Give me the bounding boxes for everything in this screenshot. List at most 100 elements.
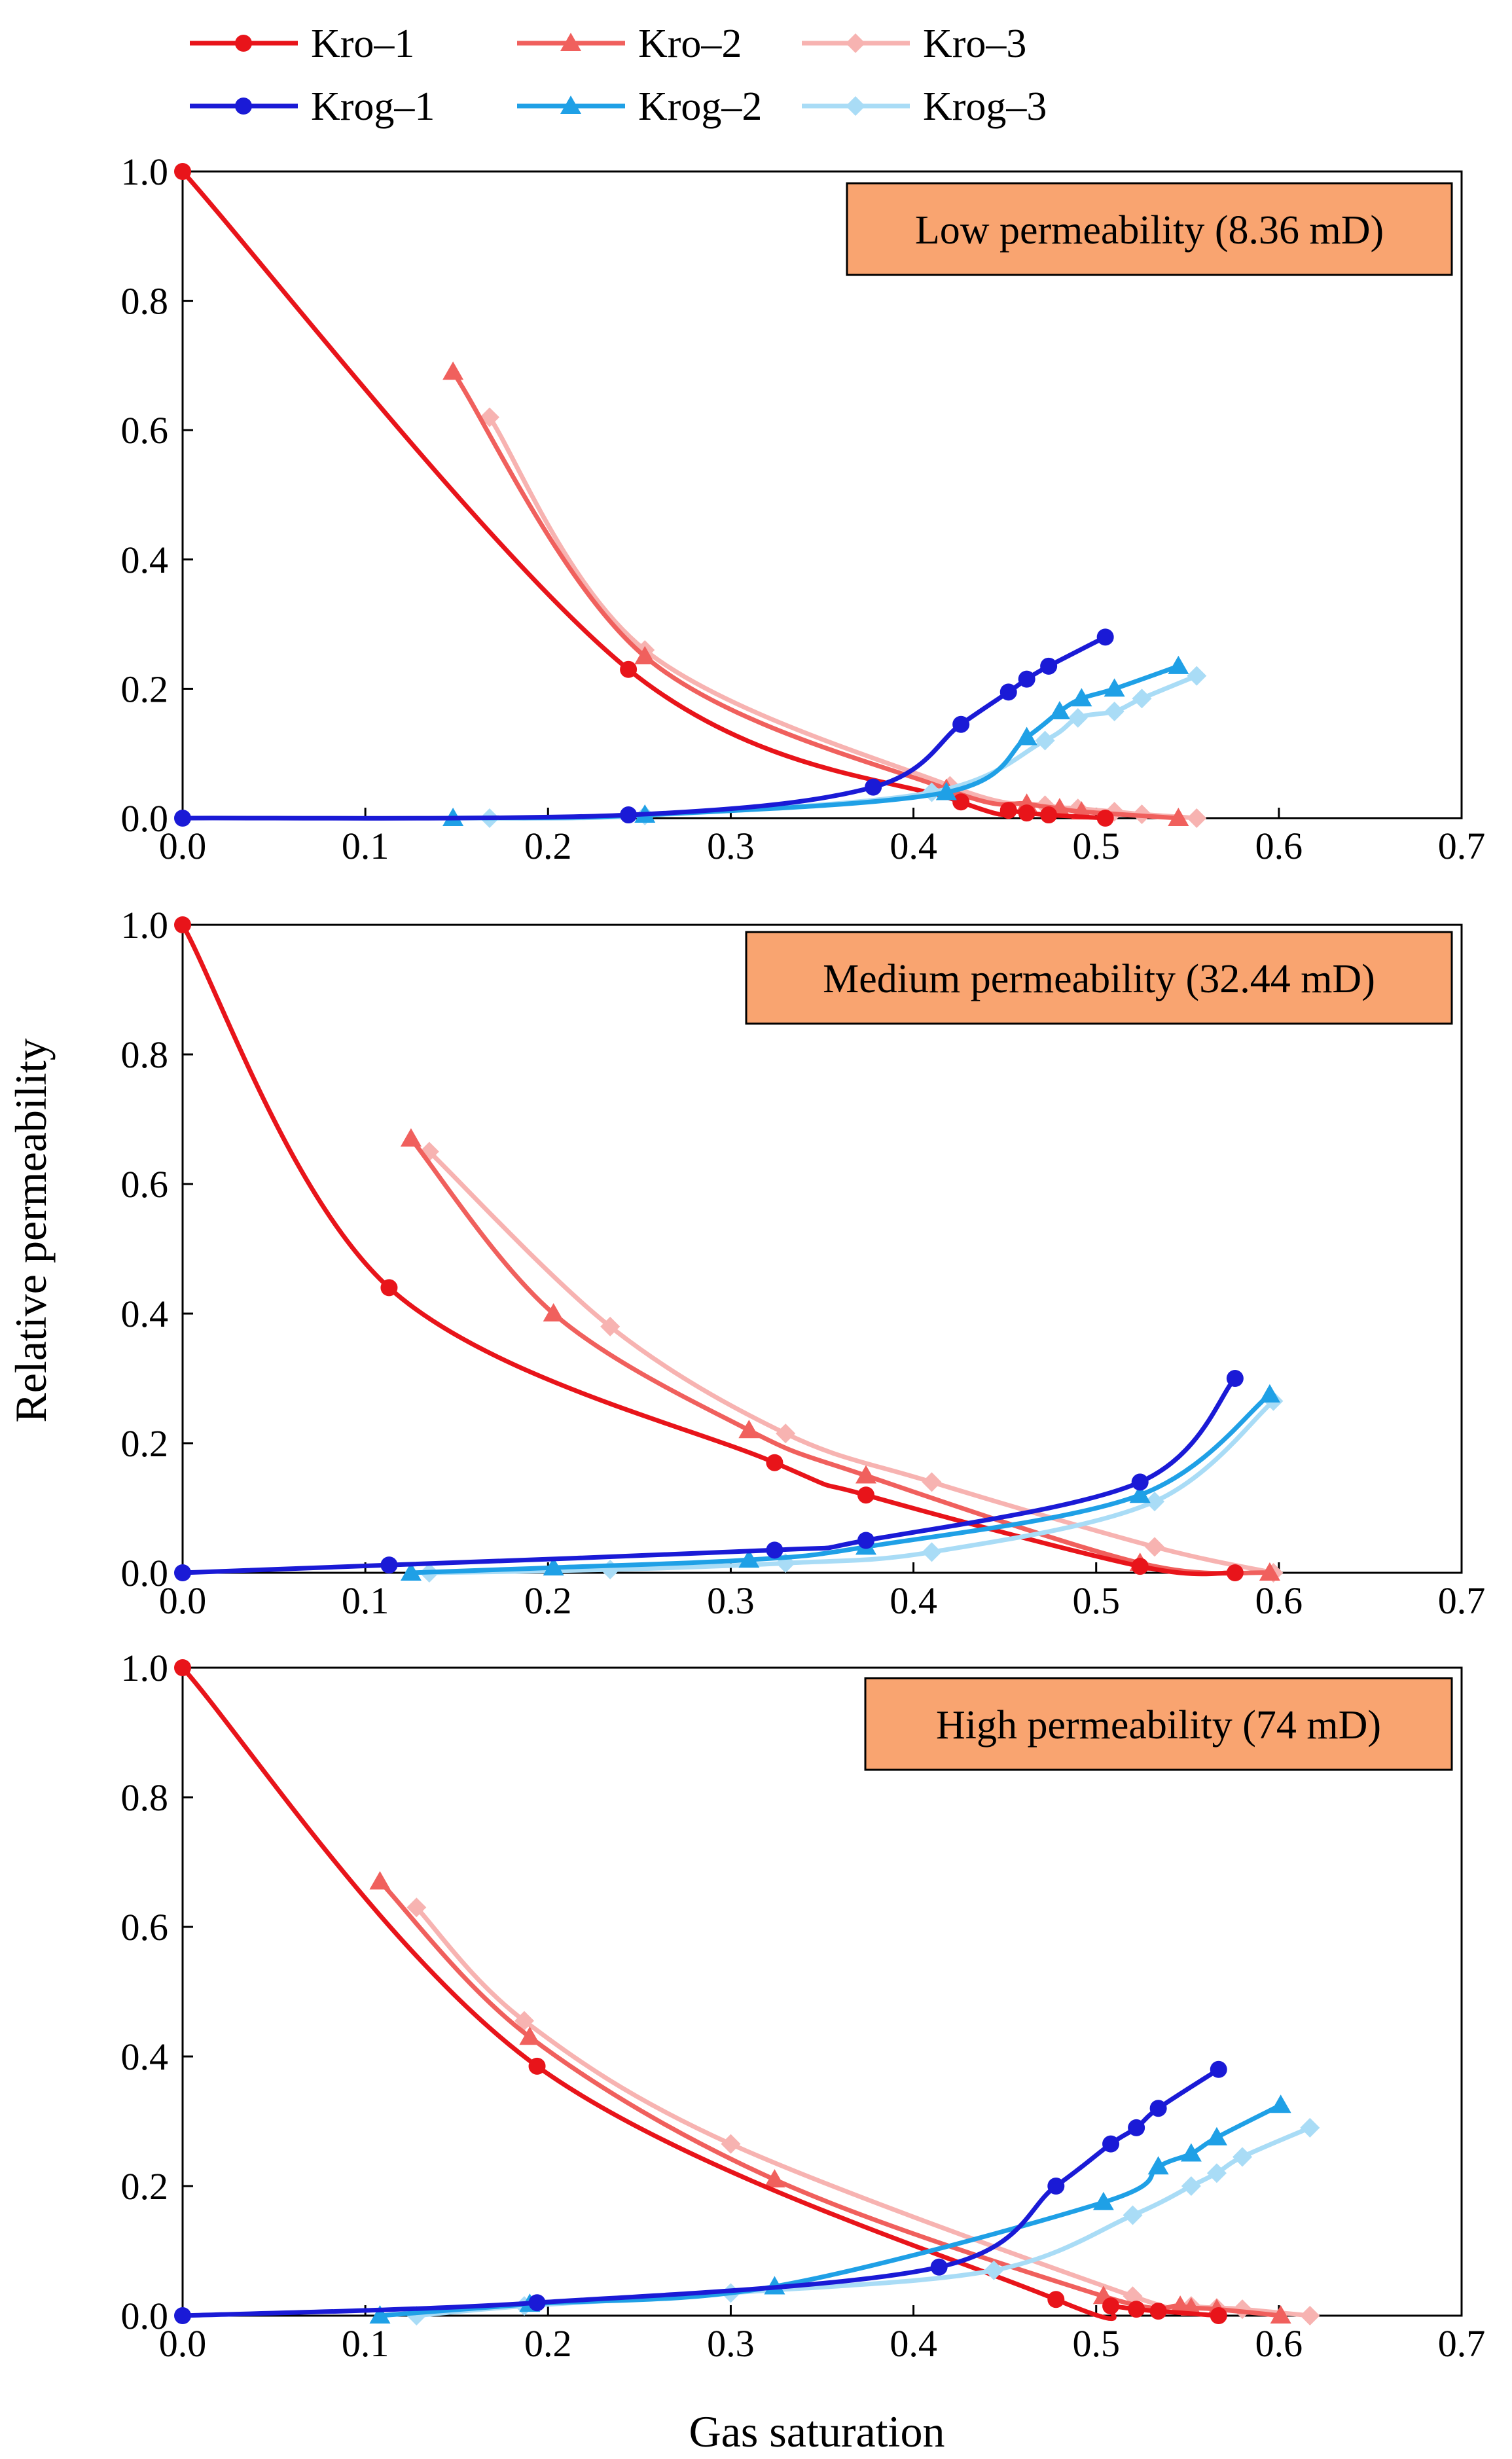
- x-tick-label: 0.1: [342, 1579, 389, 1622]
- data-point: [528, 2057, 546, 2075]
- annotation-box: [864, 1677, 1453, 1771]
- data-point: [1096, 628, 1114, 646]
- x-tick-label: 0.4: [890, 2322, 937, 2365]
- data-point: [930, 2258, 948, 2276]
- x-tick-label: 0.6: [1255, 1579, 1303, 1622]
- data-point: [380, 1279, 398, 1297]
- x-tick-label: 0.7: [1438, 825, 1486, 867]
- data-point: [1018, 670, 1035, 688]
- x-tick-label: 0.0: [159, 825, 207, 867]
- annotation-label: High permeability (74 mD): [936, 1703, 1381, 1748]
- series-line: [487, 414, 1199, 821]
- annotation-box: [745, 931, 1453, 1025]
- data-point: [952, 793, 970, 811]
- data-point: [1102, 2297, 1120, 2315]
- legend-label: Kro–2: [638, 22, 742, 66]
- legend-item-kro-1: Kro–1: [190, 22, 414, 66]
- legend-label: Krog–1: [311, 84, 435, 129]
- data-point: [174, 916, 191, 933]
- data-point: [766, 1541, 783, 1559]
- data-point: [174, 1564, 191, 1581]
- data-point: [1206, 2163, 1227, 2183]
- data-point: [174, 2307, 191, 2324]
- data-point: [922, 1542, 942, 1562]
- data-point: [935, 781, 957, 800]
- data-point: [1147, 2156, 1169, 2175]
- legend: Kro–1 Kro–2 Kro–3 Krog–1 Krog–2 Krog–3: [190, 22, 1047, 129]
- x-tick-label: 0.0: [159, 2322, 207, 2365]
- data-point: [1131, 1473, 1149, 1491]
- data-point: [543, 1557, 564, 1576]
- data-point: [1270, 2305, 1291, 2324]
- plot-frame: [181, 924, 1463, 1574]
- data-point: [1128, 2119, 1145, 2136]
- data-point: [1131, 1558, 1149, 1575]
- data-point: [1187, 666, 1207, 686]
- data-point: [952, 715, 970, 733]
- x-tick-label: 0.3: [707, 825, 755, 867]
- data-point: [406, 1897, 427, 1918]
- x-tick-label: 0.2: [524, 1579, 572, 1622]
- legend-swatch-marker: [235, 98, 252, 115]
- data-point: [1181, 2176, 1201, 2196]
- x-tick-label: 0.0: [159, 1579, 207, 1622]
- series-krog-1: [174, 1370, 1244, 1581]
- data-point: [1104, 678, 1125, 697]
- axis-ticks: 0.0 0.1 0.2 0.3 0.4 0.5 0.6 0.7 0.0 0.2 0.4 0.6 0.8 1…: [121, 1647, 1486, 2365]
- legend-swatch-marker: [560, 33, 581, 51]
- y-tick-label: 0.0: [121, 797, 169, 840]
- series-krog-1: [174, 2060, 1227, 2324]
- legend-item-krog-3: Krog–3: [802, 84, 1047, 129]
- series-kro-1: [174, 163, 1114, 827]
- data-point: [857, 1532, 874, 1549]
- data-point: [1259, 1384, 1280, 1403]
- legend-label: Kro–3: [923, 22, 1026, 66]
- series-line: [414, 1905, 1312, 2318]
- data-point: [400, 1128, 422, 1147]
- data-point: [1040, 806, 1058, 824]
- series-line: [427, 1149, 1276, 1575]
- series-kro-3: [419, 1141, 1284, 1583]
- legend-item-kro-3: Kro–3: [802, 22, 1026, 66]
- data-point: [1149, 2303, 1167, 2320]
- data-point: [1300, 2117, 1320, 2138]
- x-tick-label: 0.6: [1255, 2322, 1303, 2365]
- data-point: [1092, 2191, 1114, 2210]
- chart-panels: 0.0 0.1 0.2 0.3 0.4 0.5 0.6 0.7 0.0 0.2 0.4 0.6 0.8 1…: [121, 151, 1486, 2365]
- annotation-label: Medium permeability (32.44 mD): [823, 957, 1375, 1001]
- y-tick-label: 0.4: [121, 2036, 169, 2078]
- data-point: [1206, 2127, 1227, 2145]
- x-tick-label: 0.1: [342, 825, 389, 867]
- y-tick-label: 1.0: [121, 904, 169, 946]
- y-tick-label: 1.0: [121, 151, 169, 193]
- data-point: [1102, 2135, 1120, 2153]
- legend-item-krog-2: Krog–2: [517, 84, 762, 129]
- data-point: [1018, 804, 1035, 822]
- x-tick-label: 0.2: [524, 825, 572, 867]
- data-point: [1016, 727, 1037, 745]
- data-point: [620, 660, 638, 678]
- data-point: [380, 1556, 398, 1574]
- permeability-annotation: Medium permeability (32.44 mD): [745, 931, 1453, 1025]
- data-point: [519, 2026, 541, 2045]
- data-point: [738, 1549, 760, 1568]
- annotation-box: [846, 182, 1453, 276]
- data-point: [738, 1420, 760, 1439]
- y-tick-label: 0.6: [121, 1906, 169, 1948]
- data-point: [442, 361, 464, 380]
- data-point: [514, 2011, 534, 2031]
- data-point: [1210, 2307, 1227, 2324]
- data-point: [1149, 2100, 1167, 2117]
- axis-ticks: 0.0 0.1 0.2 0.3 0.4 0.5 0.6 0.7 0.0 0.2 0.4 0.6 0.8 1…: [121, 151, 1486, 867]
- axis-ticks: 0.0 0.1 0.2 0.3 0.4 0.5 0.6 0.7 0.0 0.2 0.4 0.6 0.8 1…: [121, 904, 1486, 1622]
- series-line: [378, 1879, 1284, 2318]
- data-point: [766, 1454, 783, 1471]
- data-point: [400, 1562, 422, 1581]
- series-line: [427, 1399, 1276, 1575]
- data-point: [543, 1303, 564, 1321]
- series-kro-3: [406, 1897, 1320, 2325]
- x-tick-label: 0.6: [1255, 825, 1303, 867]
- panel-2: 0.0 0.1 0.2 0.3 0.4 0.5 0.6 0.7 0.0 0.2 0.4 0.6 0.8 1…: [121, 904, 1486, 1622]
- x-tick-label: 0.7: [1438, 1579, 1486, 1622]
